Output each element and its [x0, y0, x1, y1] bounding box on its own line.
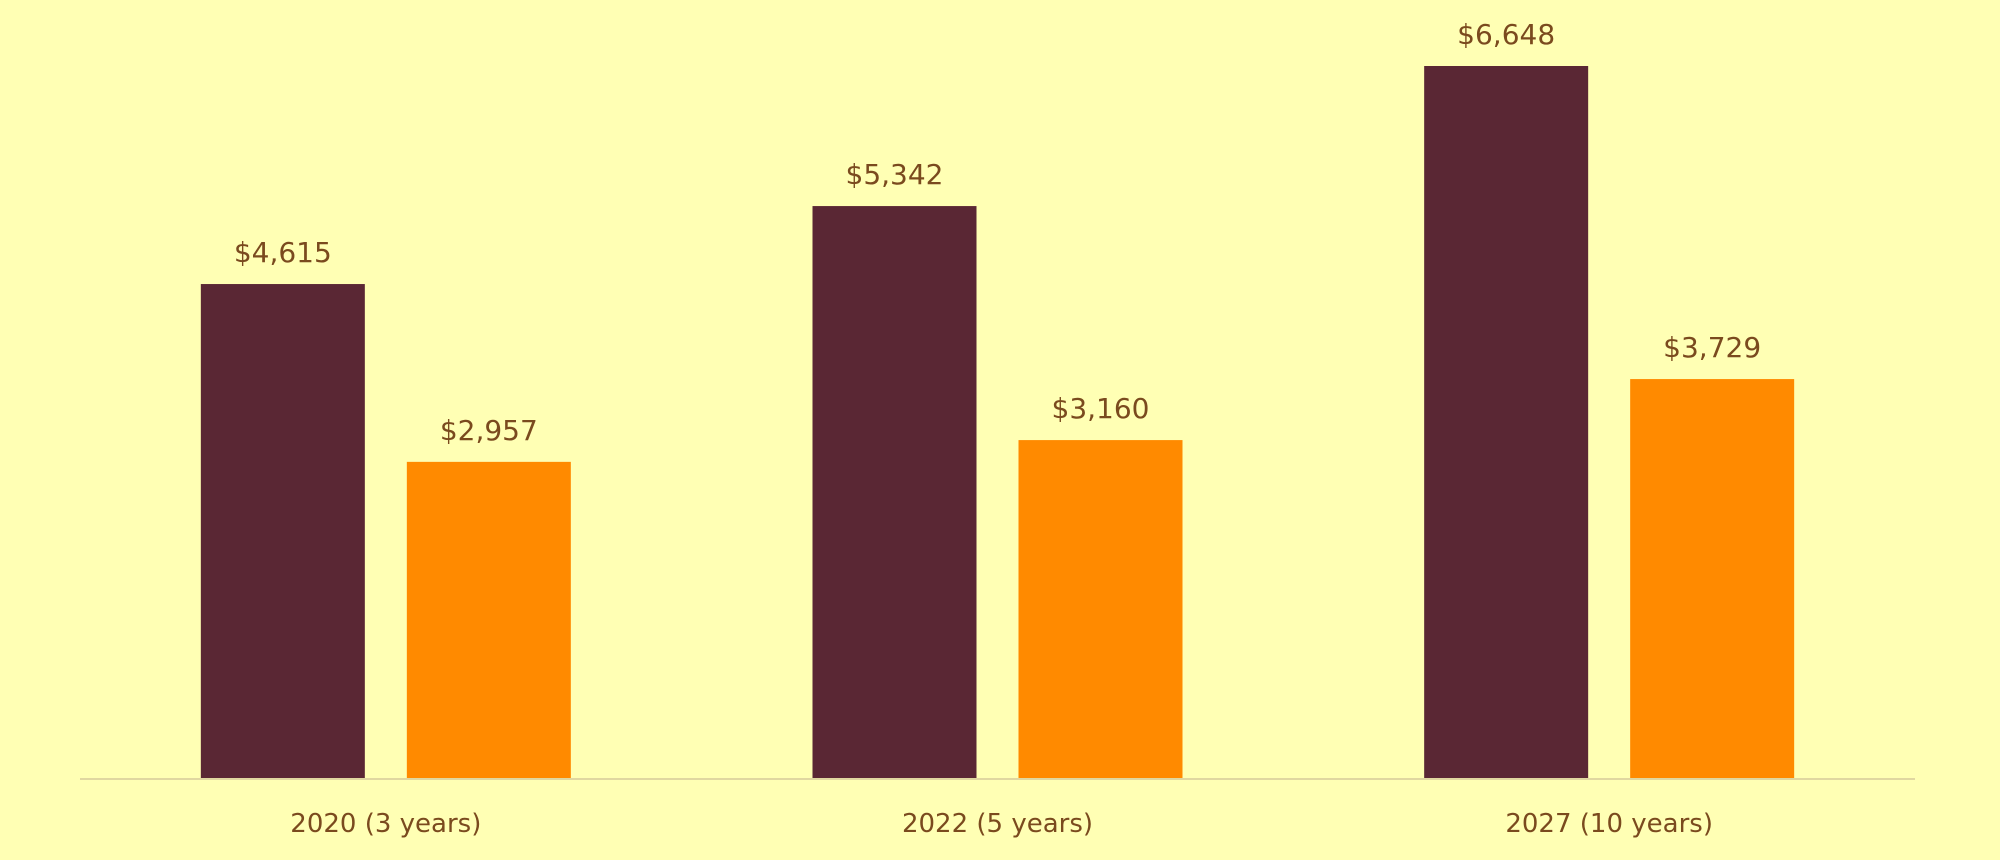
- bars-group: [200, 66, 1795, 779]
- bar-series2-3: [1630, 379, 1795, 779]
- x-tick-labels-group: 2020 (3 years) 2022 (5 years) 2027 (10 yea…: [290, 809, 1713, 839]
- data-label-series1-3: $6,648: [1457, 18, 1555, 51]
- data-label-series2-1: $2,957: [440, 414, 538, 447]
- bar-series1-1: [200, 284, 365, 779]
- x-tick-label-3: 2027 (10 years): [1505, 809, 1713, 839]
- data-label-series1-1: $4,615: [234, 236, 332, 269]
- bar-series1-3: [1424, 66, 1589, 779]
- x-tick-label-1: 2020 (3 years): [290, 809, 481, 839]
- data-label-series2-3: $3,729: [1663, 331, 1761, 364]
- data-label-series1-2: $5,342: [846, 158, 944, 191]
- x-tick-label-2: 2022 (5 years): [902, 809, 1093, 839]
- data-labels-group: $4,615 $2,957 $5,342 $3,160 $6,648 $3,729: [234, 18, 1761, 447]
- data-label-series2-2: $3,160: [1052, 392, 1150, 425]
- bar-series1-2: [812, 206, 977, 779]
- bar-series2-2: [1018, 440, 1183, 779]
- bar-series2-1: [406, 461, 571, 779]
